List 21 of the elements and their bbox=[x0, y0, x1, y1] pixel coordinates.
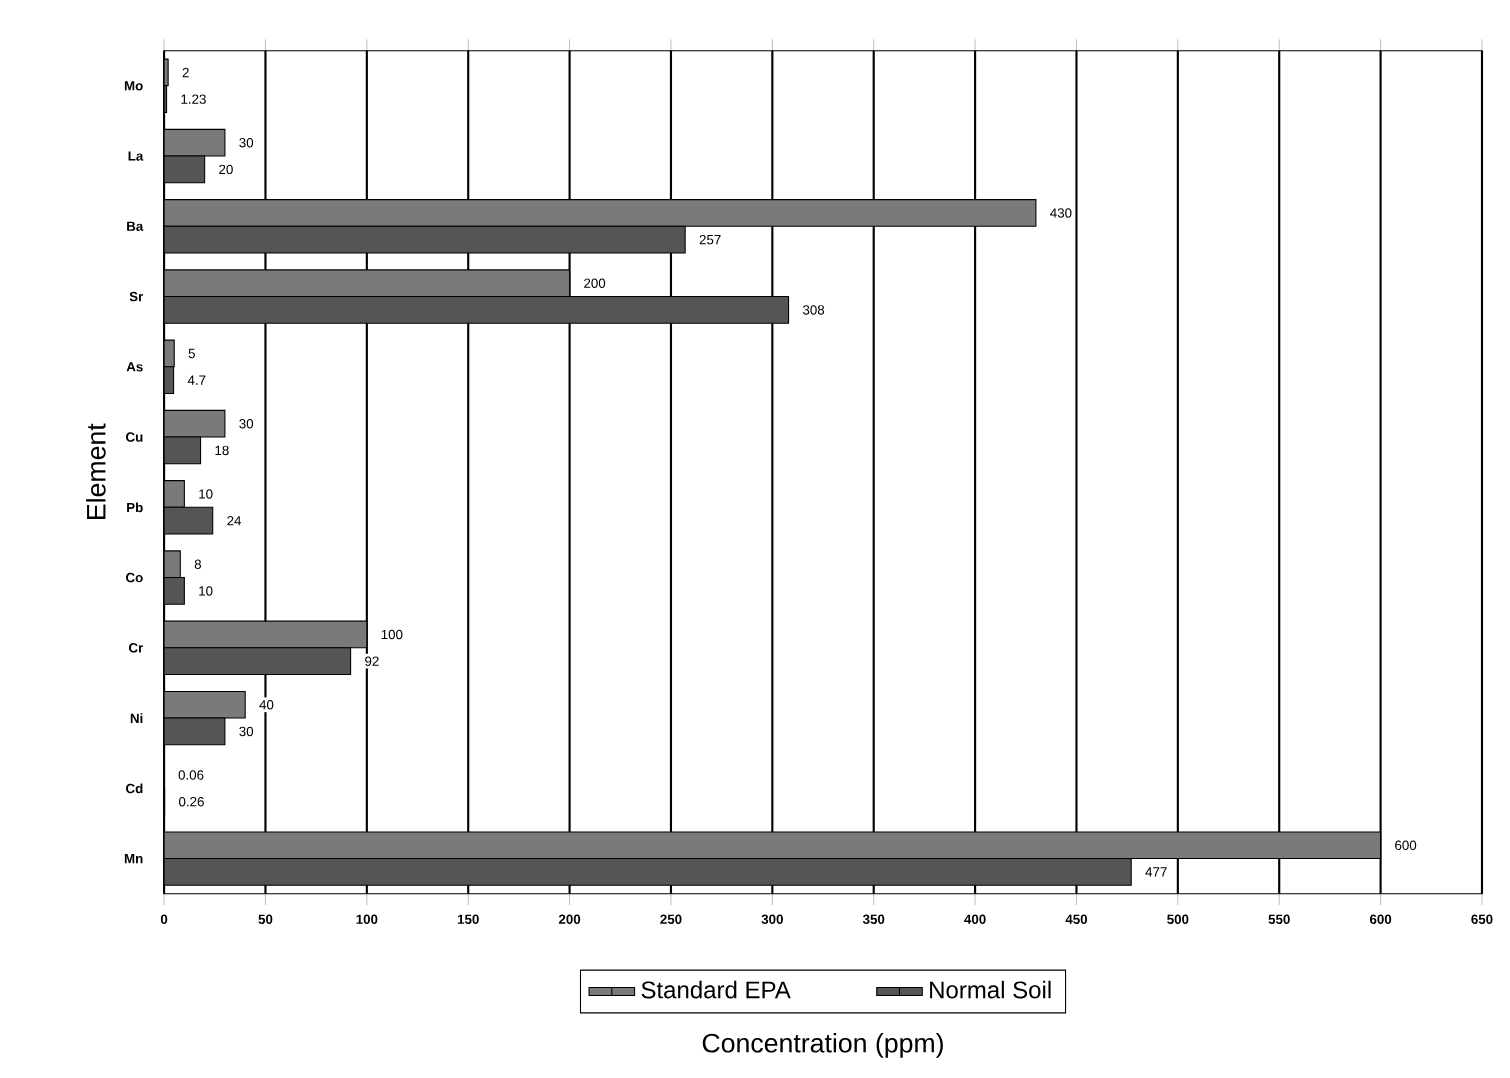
bar bbox=[164, 506, 214, 535]
legend-label: Normal Soil bbox=[930, 980, 1051, 999]
bar bbox=[164, 480, 185, 508]
bar bbox=[164, 620, 368, 649]
bar bbox=[164, 717, 226, 746]
bar bbox=[164, 858, 1132, 886]
bar bbox=[164, 409, 226, 438]
x-axis-title: Concentration (ppm) bbox=[702, 1033, 943, 1058]
bar bbox=[164, 690, 246, 719]
y-axis-title: Element bbox=[86, 423, 106, 520]
bar bbox=[164, 831, 1382, 860]
bar bbox=[164, 296, 790, 324]
bar bbox=[164, 199, 1037, 227]
bar bbox=[164, 436, 202, 465]
legend-label: Standard EPA bbox=[641, 980, 791, 999]
bar bbox=[164, 225, 686, 254]
bar bbox=[164, 269, 571, 298]
bar bbox=[164, 128, 226, 157]
bar bbox=[164, 577, 185, 605]
bar bbox=[164, 155, 206, 184]
bar bbox=[164, 647, 352, 676]
